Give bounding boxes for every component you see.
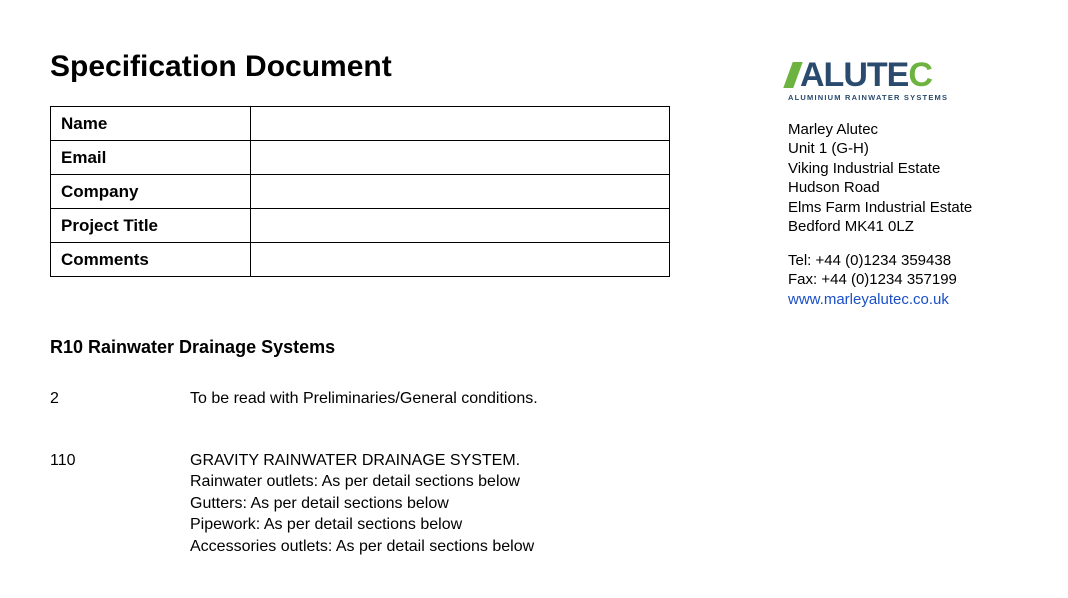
spec-line: Rainwater outlets: As per detail section… [190, 471, 670, 493]
info-row: Email [51, 141, 670, 175]
spec-line: Pipework: As per detail sections below [190, 514, 670, 536]
sidebar: ALUTEC ALUMINIUM RAINWATER SYSTEMS Marle… [788, 50, 1018, 309]
info-row: Name [51, 107, 670, 141]
spec-line: GRAVITY RAINWATER DRAINAGE SYSTEM. [190, 450, 670, 472]
company-contact: Tel: +44 (0)1234 359438 Fax: +44 (0)1234… [788, 251, 1018, 310]
company-website-link[interactable]: www.marleyalutec.co.uk [788, 291, 949, 308]
address-line: Unit 1 (G-H) [788, 139, 1018, 159]
section-heading: R10 Rainwater Drainage Systems [50, 337, 670, 358]
spec-text: GRAVITY RAINWATER DRAINAGE SYSTEM.Rainwa… [190, 450, 670, 558]
info-row-value [251, 107, 670, 141]
company-fax: Fax: +44 (0)1234 357199 [788, 270, 1018, 290]
info-row: Comments [51, 243, 670, 277]
info-row: Project Title [51, 209, 670, 243]
info-row-value [251, 141, 670, 175]
address-line: Viking Industrial Estate [788, 159, 1018, 179]
spec-list: 2To be read with Preliminaries/General c… [50, 388, 670, 558]
company-address: Marley AlutecUnit 1 (G-H)Viking Industri… [788, 120, 1018, 237]
logo-text-green: C [908, 60, 932, 91]
address-line: Hudson Road [788, 178, 1018, 198]
page-title: Specification Document [50, 50, 670, 84]
info-row-value [251, 175, 670, 209]
spec-row: 2To be read with Preliminaries/General c… [50, 388, 670, 410]
info-row-value [251, 243, 670, 277]
info-row-label: Project Title [51, 209, 251, 243]
spec-line: Accessories outlets: As per detail secti… [190, 536, 670, 558]
info-table: NameEmailCompanyProject TitleComments [50, 106, 670, 277]
address-line: Marley Alutec [788, 120, 1018, 140]
spec-row: 110GRAVITY RAINWATER DRAINAGE SYSTEM.Rai… [50, 450, 670, 558]
spec-text: To be read with Preliminaries/General co… [190, 388, 670, 410]
company-tel: Tel: +44 (0)1234 359438 [788, 251, 1018, 271]
spec-number: 2 [50, 388, 190, 410]
address-line: Bedford MK41 0LZ [788, 217, 1018, 237]
info-row-label: Email [51, 141, 251, 175]
logo-main: ALUTEC [788, 60, 1018, 91]
info-row-value [251, 209, 670, 243]
info-row-label: Company [51, 175, 251, 209]
company-logo: ALUTEC ALUMINIUM RAINWATER SYSTEMS [788, 60, 1018, 102]
info-row-label: Comments [51, 243, 251, 277]
main-column: Specification Document NameEmailCompanyP… [50, 50, 670, 598]
address-line: Elms Farm Industrial Estate [788, 198, 1018, 218]
spec-line: Gutters: As per detail sections below [190, 493, 670, 515]
info-row-label: Name [51, 107, 251, 141]
info-row: Company [51, 175, 670, 209]
spec-line: To be read with Preliminaries/General co… [190, 388, 670, 410]
logo-text-blue: ALUTE [800, 60, 908, 91]
spec-number: 110 [50, 450, 190, 558]
logo-tagline: ALUMINIUM RAINWATER SYSTEMS [788, 93, 1018, 102]
